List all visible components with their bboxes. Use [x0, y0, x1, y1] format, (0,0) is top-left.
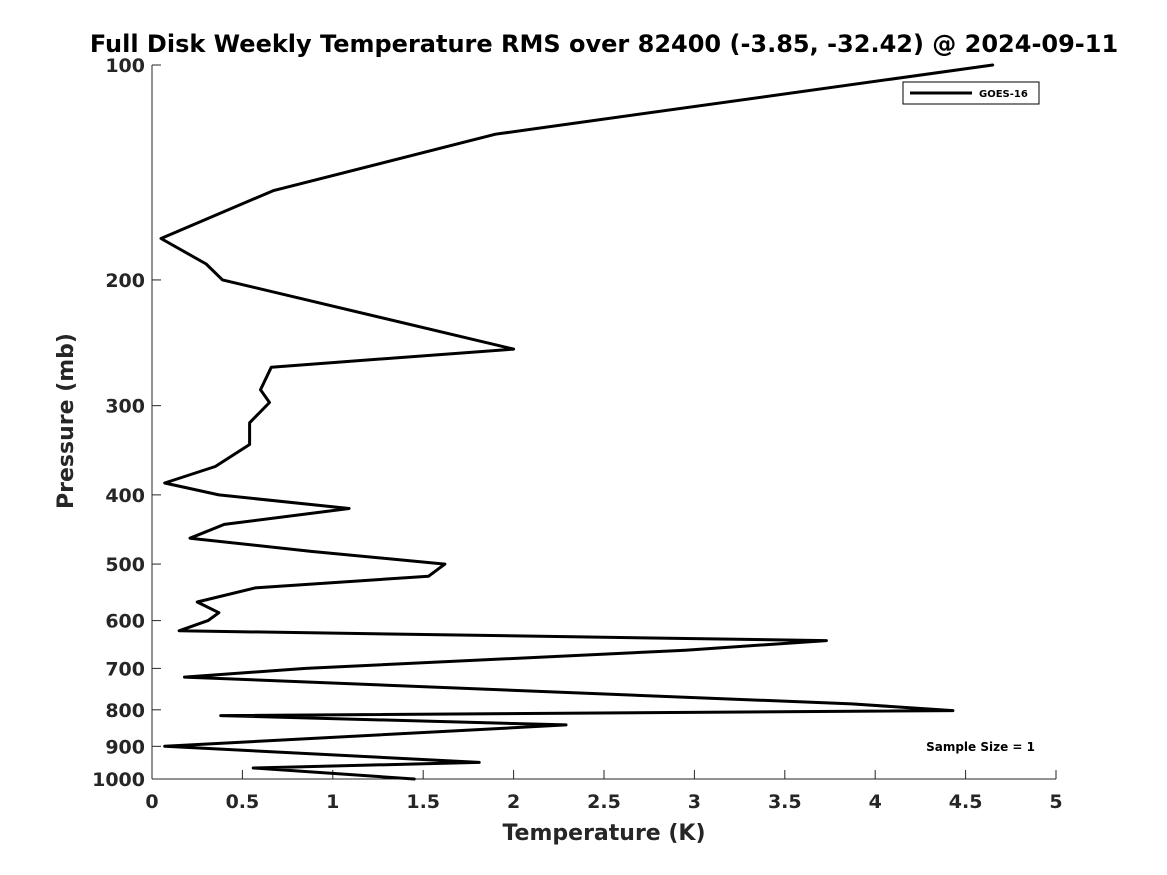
y-tick-label: 300	[105, 396, 145, 418]
x-tick-label: 1	[326, 791, 339, 813]
series-layer	[159, 63, 995, 781]
x-axis-label: Temperature (K)	[502, 821, 705, 846]
legend-entry-goes-16: GOES-16	[979, 89, 1028, 100]
y-tick-label: 100	[105, 55, 145, 77]
sample-size-annotation: Sample Size = 1	[926, 740, 1035, 754]
y-tick-label: 700	[105, 658, 145, 680]
x-tick-label: 1.5	[406, 791, 440, 813]
x-tick-label: 0.5	[226, 791, 260, 813]
y-tick-label: 800	[105, 700, 145, 722]
x-tick-label: 3.5	[768, 791, 802, 813]
y-tick-label: 500	[105, 554, 145, 576]
y-tick-label: 400	[105, 485, 145, 507]
x-tick-label: 4	[869, 791, 882, 813]
y-tick-label: 200	[105, 270, 145, 292]
series-line-goes-16	[159, 63, 995, 781]
x-tick-label: 3	[688, 791, 701, 813]
y-tick-label: 1000	[92, 769, 145, 791]
y-axis-label: Pressure (mb)	[54, 333, 79, 509]
x-tick-label: 0	[145, 791, 158, 813]
chart-title: Full Disk Weekly Temperature RMS over 82…	[90, 30, 1118, 58]
x-tick-label: 2.5	[587, 791, 621, 813]
x-tick-label: 5	[1049, 791, 1062, 813]
y-tick-label: 600	[105, 611, 145, 633]
y-tick-label: 900	[105, 736, 145, 758]
x-tick-label: 4.5	[949, 791, 983, 813]
x-tick-label: 2	[507, 791, 520, 813]
legend: GOES-16	[902, 81, 1040, 105]
plot-area	[151, 65, 1056, 780]
y-axis-ticks: 100 200 300 400 500 600 700 800 900 1000	[92, 55, 161, 791]
x-axis-ticks: 0 0.5 1 1.5 2 2.5 3 3.5 4 4.5 5	[145, 770, 1063, 813]
